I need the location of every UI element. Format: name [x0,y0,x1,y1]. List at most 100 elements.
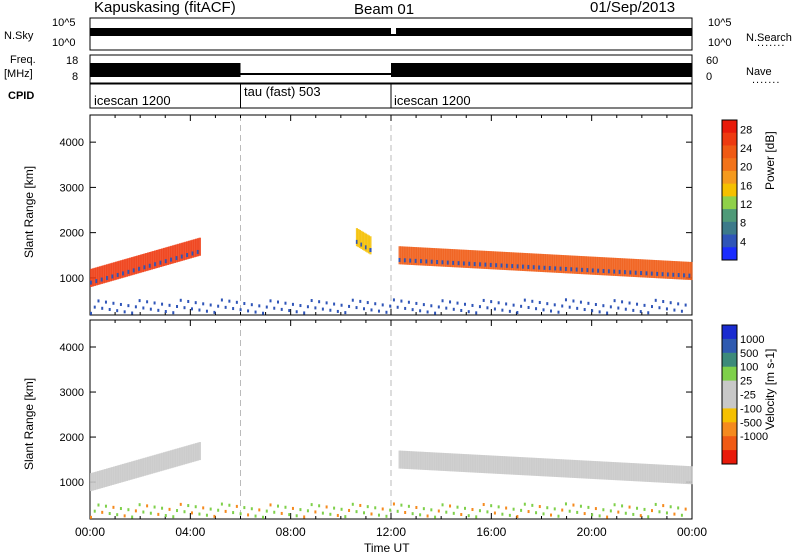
scatter-band-cell [111,274,114,279]
scatter-point [557,310,560,314]
scatter-band-cell [400,246,403,265]
scatter-point [325,505,328,509]
scatter-band-cell [666,260,670,279]
scatter-band-cell [659,464,663,483]
scatter-point [572,503,575,507]
scatter-band-cell [445,453,448,472]
scatter-point [628,301,631,305]
scatter-band-cell [589,460,593,479]
date-title: 01/Sep/2013 [590,0,676,16]
scatter-band-cell [577,255,580,274]
scatter-band-cell [674,261,677,280]
scatter-band-cell [475,454,478,473]
scatter-point [134,509,137,513]
scatter-band-cell [129,257,132,276]
scatter-band-cell [107,467,111,487]
scatter-point [422,303,425,307]
scatter-band-cell [457,453,460,472]
scatter-point [516,515,519,519]
scatter-band-cell [625,258,629,277]
scatter-band-cell [145,253,148,272]
scatter-point [609,305,612,309]
scatter-band-cell [516,456,520,475]
nsearch-label: N.Search [746,32,792,44]
scatter-point [209,303,212,307]
scatter-point [235,300,238,304]
scatter-point [621,300,624,304]
y-tick-label: 3000 [60,182,84,194]
scatter-point [284,505,287,509]
scatter-point [662,504,665,508]
scatter-band-cell [584,256,588,275]
x-tick-label: 00:00 [677,525,707,539]
scatter-band-cell [634,270,638,275]
scatter-band-cell [360,230,363,249]
scatter-band-cell [97,471,100,490]
scatter-band-cell [134,256,137,275]
scatter-point [172,515,175,519]
scatter-point [321,307,324,311]
scatter-band-cell [527,253,530,272]
scatter-point [116,309,119,313]
scatter-band-cell [532,265,536,270]
scatter-band-cell [132,268,136,273]
scatter-point [374,506,377,510]
scatter-point [497,301,500,305]
colorbar-tick-label: -100 [740,403,762,415]
scatter-point [232,511,235,515]
scatter-band-cell [428,452,432,471]
scatter-band-cell [486,250,489,270]
scatter-point [583,512,586,516]
scatter-point [583,308,586,312]
x-tick-label: 20:00 [577,525,607,539]
scatter-band-cell [193,239,196,258]
scatter-band-cell [657,464,661,483]
scatter-band-cell [627,258,630,277]
scatter-band-cell [180,242,184,261]
scatter-band-cell [421,247,425,266]
scatter-point [90,311,92,315]
scatter-band-cell [623,462,627,481]
scatter-band-cell [116,272,120,277]
scatter-band-cell [530,253,534,272]
scatter-band-cell [679,465,682,484]
scatter-band-cell [672,260,675,280]
scatter-band-cell [572,255,575,274]
scatter-point [168,303,171,307]
scatter-band-cell [402,246,405,265]
scatter-band-cell [170,257,173,262]
scatter-band-cell [430,247,434,267]
scatter-band-cell [457,249,460,268]
scatter-band-cell [170,245,173,264]
scatter-point [471,303,474,307]
scatter-point [460,308,463,312]
scatter-band-cell [120,464,123,483]
scatter-band-cell [100,265,104,284]
scatter-point [546,302,549,306]
scatter-point [198,512,201,516]
scatter-band-cell [464,454,468,473]
scatter-band-cell [677,273,681,278]
scatter-point [568,509,571,513]
scatter-point [228,503,231,507]
scatter-point [538,505,541,509]
scatter-band-cell [443,452,446,471]
scatter-band-cell [432,248,435,267]
scatter-point [247,309,250,313]
scatter-point [213,310,216,314]
scatter-band-cell [547,458,550,477]
scatter-band-cell [198,237,201,256]
scatter-point [415,301,418,305]
scatter-band-cell [629,258,632,277]
scatter-band-cell [184,446,187,465]
scatter-point [673,512,676,516]
colorbar-tick-label: 500 [740,348,758,360]
scatter-band-cell [186,241,189,260]
scatter-band-cell [509,252,512,271]
scatter-band-cell [623,270,627,275]
scatter-point [531,299,534,303]
scatter-band-cell [145,457,148,476]
scatter-band-cell [161,248,164,267]
scatter-band-cell [446,248,450,267]
scatter-band-cell [468,249,471,269]
